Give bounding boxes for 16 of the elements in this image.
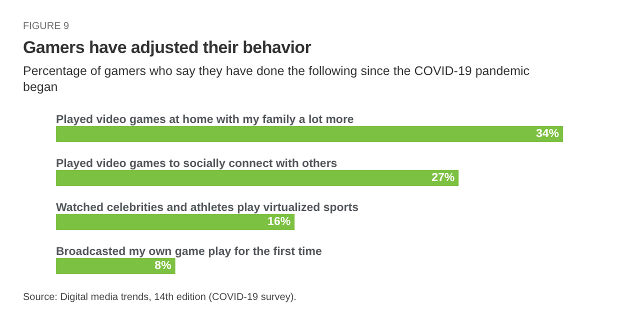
- data-label: 34%: [536, 128, 559, 140]
- data-label: 16%: [268, 216, 291, 228]
- data-label: 8%: [154, 260, 172, 272]
- bar: [56, 170, 459, 186]
- caption: FIGURE 9: [23, 21, 70, 32]
- source-note: Source: Digital media trends, 14th edition (COVID-19 survey).: [23, 292, 296, 303]
- data-label: 27%: [432, 172, 455, 184]
- y-tick-label: Played video games at home with my family a lot more: [56, 114, 354, 126]
- bar: [56, 214, 295, 230]
- y-tick-label: Broadcasted my own game play for the first time: [56, 246, 322, 258]
- bar: [56, 126, 563, 142]
- bar: [56, 258, 176, 274]
- y-tick-label: Watched celebrities and athletes play virtualized sports: [56, 202, 358, 214]
- chart-subtitle: Percentage of gamers who say they have done the following since the COVID-19 pandemic began: [23, 63, 531, 95]
- y-tick-label: Played video games to socially connect with others: [56, 158, 338, 170]
- chart-title: Gamers have adjusted their behavior: [23, 38, 312, 58]
